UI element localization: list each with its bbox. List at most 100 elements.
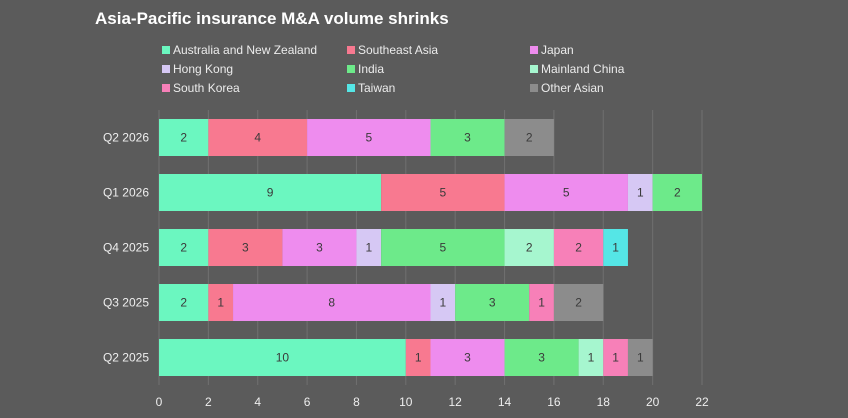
y-tick-label: Q2 2026 — [103, 131, 149, 145]
x-tick-label: 16 — [547, 395, 561, 409]
bar-segment-mainland-china — [504, 229, 554, 266]
bar-segment-southeast-asia — [405, 339, 431, 376]
data-label: 4 — [254, 131, 261, 145]
legend-item-southeast-asia: Southeast Asia — [347, 42, 438, 58]
bar-segment-southeast-asia — [381, 174, 505, 211]
bar-segment-india — [381, 229, 505, 266]
bar-segment-southeast-asia — [208, 229, 283, 266]
data-label: 3 — [538, 351, 545, 365]
data-label: 2 — [526, 241, 533, 255]
bar-segment-hong-kong — [430, 284, 456, 321]
x-tick-label: 12 — [449, 395, 463, 409]
bar-segment-india — [430, 119, 505, 156]
data-label: 5 — [563, 186, 570, 200]
legend-item-india: India — [347, 61, 384, 77]
bar-segment-australia-and-new-zealand — [159, 229, 209, 266]
data-label: 2 — [180, 131, 187, 145]
data-label: 1 — [365, 241, 372, 255]
bar-segment-taiwan — [603, 229, 628, 266]
legend-swatch — [530, 84, 538, 92]
legend-label: Other Asian — [541, 81, 604, 95]
data-label: 9 — [267, 186, 274, 200]
data-label: 2 — [575, 296, 582, 310]
bar-segment-japan — [282, 229, 357, 266]
data-label: 1 — [637, 351, 644, 365]
y-tick-label: Q2 2025 — [103, 351, 149, 365]
x-tick-label: 4 — [254, 395, 261, 409]
legend-swatch — [162, 65, 170, 73]
bar-segment-australia-and-new-zealand — [159, 119, 209, 156]
x-tick-label: 8 — [353, 395, 360, 409]
data-label: 5 — [439, 241, 446, 255]
data-label: 3 — [316, 241, 323, 255]
data-label: 5 — [365, 131, 372, 145]
legend-label: Taiwan — [358, 81, 396, 95]
bar-segment-japan — [504, 174, 628, 211]
data-label: 3 — [489, 296, 496, 310]
bar-segment-south-korea — [553, 229, 604, 266]
bar-segment-japan — [307, 119, 431, 156]
bar-segment-india — [504, 339, 579, 376]
data-label: 1 — [439, 296, 446, 310]
legend-swatch — [530, 65, 538, 73]
x-tick-label: 10 — [399, 395, 413, 409]
data-label: 2 — [575, 241, 582, 255]
legend-item-south-korea: South Korea — [162, 80, 240, 96]
x-tick-label: 2 — [205, 395, 212, 409]
x-tick-label: 14 — [498, 395, 512, 409]
legend-label: India — [358, 62, 385, 76]
data-label: 2 — [180, 241, 187, 255]
legend-item-hong-kong: Hong Kong — [162, 61, 233, 77]
legend-swatch — [162, 46, 170, 54]
bar-segment-australia-and-new-zealand — [159, 339, 406, 376]
data-label: 5 — [439, 186, 446, 200]
x-tick-label: 18 — [597, 395, 611, 409]
bar-segment-other-asian — [553, 284, 604, 321]
bar-segment-other-asian — [627, 339, 653, 376]
x-tick-label: 6 — [304, 395, 311, 409]
legend-swatch — [347, 46, 355, 54]
legend-label: Japan — [541, 43, 574, 57]
bar-segment-south-korea — [529, 284, 554, 321]
x-tick-label: 20 — [646, 395, 660, 409]
data-label: 3 — [242, 241, 249, 255]
legend-item-mainland-china: Mainland China — [530, 61, 624, 77]
data-label: 2 — [674, 186, 681, 200]
legend-item-australia-and-new-zealand: Australia and New Zealand — [162, 42, 317, 58]
data-label: 1 — [588, 351, 595, 365]
legend-item-other-asian: Other Asian — [530, 80, 604, 96]
data-label: 1 — [217, 296, 224, 310]
y-tick-label: Q4 2025 — [103, 241, 149, 255]
y-tick-label: Q3 2025 — [103, 296, 149, 310]
x-tick-label: 0 — [156, 395, 163, 409]
bar-segment-south-korea — [603, 339, 628, 376]
bar-segment-india — [455, 284, 530, 321]
data-label: 3 — [464, 131, 471, 145]
x-tick-label: 22 — [695, 395, 709, 409]
data-label: 1 — [612, 241, 619, 255]
legend-label: South Korea — [173, 81, 240, 95]
bar-segment-hong-kong — [627, 174, 653, 211]
bar-segment-australia-and-new-zealand — [159, 284, 209, 321]
legend-label: Australia and New Zealand — [173, 43, 318, 57]
bar-segment-australia-and-new-zealand — [159, 174, 382, 211]
bar-segment-mainland-china — [578, 339, 604, 376]
bar-segment-japan — [430, 339, 505, 376]
data-label: 2 — [180, 296, 187, 310]
legend-swatch — [530, 46, 538, 54]
data-label: 3 — [464, 351, 471, 365]
data-label: 1 — [538, 296, 545, 310]
bar-segment-other-asian — [504, 119, 554, 156]
bar-segment-southeast-asia — [208, 284, 234, 321]
bar-segment-japan — [233, 284, 431, 321]
bar-segment-southeast-asia — [208, 119, 308, 156]
legend-swatch — [162, 84, 170, 92]
y-tick-label: Q1 2026 — [103, 186, 149, 200]
bar-segment-hong-kong — [356, 229, 382, 266]
legend-item-japan: Japan — [530, 42, 574, 58]
bar-segment-india — [652, 174, 702, 211]
data-label: 1 — [612, 351, 619, 365]
data-label: 10 — [276, 351, 290, 365]
legend-item-taiwan: Taiwan — [347, 80, 395, 96]
